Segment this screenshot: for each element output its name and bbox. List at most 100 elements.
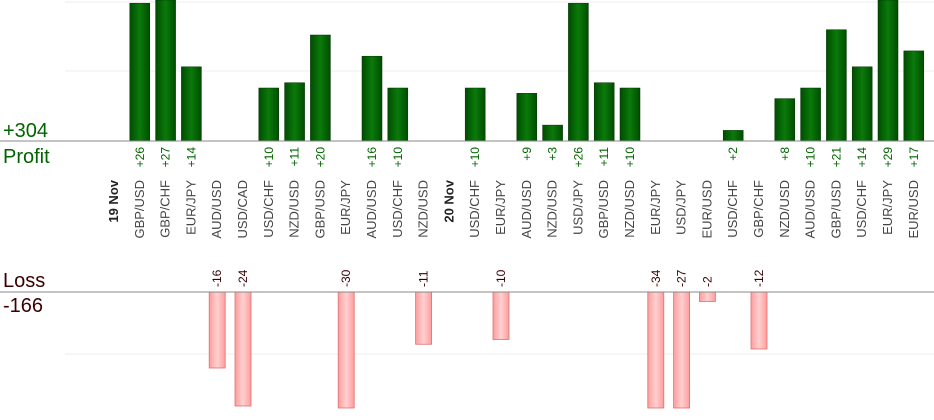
loss-bar — [415, 291, 433, 345]
loss-value-label: -10 — [494, 269, 508, 287]
profit-bar — [903, 50, 925, 142]
loss-value-label: -24 — [236, 269, 250, 287]
loss-bar — [234, 291, 252, 407]
profit-bar — [877, 0, 899, 142]
category-label: AUD/USD — [519, 180, 534, 239]
profit-bar — [464, 87, 486, 142]
category-label: EUR/JPY — [880, 180, 895, 235]
category-label: USD/CAD — [235, 180, 250, 239]
profit-bar — [593, 82, 615, 142]
profit-value-label: +27 — [159, 147, 173, 168]
profit-bars — [129, 0, 925, 142]
category-labels: 19 Nov GBP/USD GBP/CHF EUR/JPY AUD/USD USD/CA… — [106, 179, 921, 238]
profit-value-label: +26 — [571, 147, 585, 168]
profit-bar — [284, 82, 305, 142]
profit-value-label: +11 — [288, 147, 302, 167]
profit-value-label: +14 — [184, 147, 198, 168]
profit-value-label: +8 — [778, 147, 792, 161]
category-label: GBP/USD — [596, 180, 611, 239]
loss-value-label: -2 — [700, 276, 714, 287]
loss-value-labels: -16 -24 -30 -11 -10 -34 -27 -2 -12 — [210, 269, 766, 287]
profit-bar — [722, 130, 744, 142]
category-label: EUR/JPY — [183, 180, 198, 235]
profit-value-label: +2 — [726, 147, 740, 161]
category-label: USD/JPY — [674, 180, 689, 235]
category-label: NZD/USD — [287, 180, 302, 238]
category-label: GBP/CHF — [158, 180, 173, 238]
profit-bar — [774, 98, 796, 142]
profit-value-label: +26 — [133, 147, 147, 168]
profit-value-label: +20 — [313, 147, 327, 168]
loss-bar — [699, 291, 716, 302]
profit-bar — [826, 29, 847, 142]
category-label: USD/CHF — [390, 180, 405, 238]
category-label: AUD/USD — [209, 180, 224, 239]
profit-bar — [181, 66, 202, 142]
profit-bar — [542, 124, 563, 142]
profit-bar — [258, 87, 280, 142]
loss-bar — [492, 291, 510, 340]
category-label: GBP/USD — [132, 180, 147, 239]
loss-value-label: -30 — [339, 269, 353, 287]
profit-value-label: +10 — [623, 147, 637, 168]
category-label: NZD/USD — [622, 180, 637, 238]
profit-value-label: +21 — [829, 147, 843, 168]
category-label: NZD/USD — [777, 180, 792, 238]
profit-value-labels: +26 +27 +14 +10 +11 +20 +16 +10 +10 +9 +3 +26 +11 +10… — [133, 147, 921, 168]
category-label: EUR/JPY — [648, 180, 663, 235]
loss-bar — [673, 291, 690, 409]
category-label: EUR/USD — [699, 180, 714, 239]
category-label: EUR/JPY — [493, 180, 508, 235]
category-label: AUD/USD — [364, 180, 379, 239]
profit-bar — [129, 2, 151, 142]
category-label: GBP/CHF — [751, 180, 766, 238]
profit-label: Profit — [3, 146, 50, 168]
date-label: 19 Nov — [106, 179, 121, 222]
profit-bar — [800, 87, 821, 142]
profit-bar — [155, 0, 176, 142]
profit-value-label: +10 — [262, 147, 276, 168]
profit-value-label: +3 — [546, 147, 560, 161]
category-label: USD/JPY — [570, 180, 585, 235]
date-label: 20 Nov — [441, 179, 456, 222]
loss-bar — [337, 291, 355, 409]
profit-value-label: +29 — [881, 147, 895, 168]
category-label: NZD/USD — [416, 180, 431, 238]
loss-value-label: -11 — [417, 270, 431, 287]
profit-value-label: +9 — [520, 147, 534, 161]
category-label: NZD/USD — [545, 180, 560, 238]
profit-value-label: +17 — [907, 147, 921, 168]
category-label: GBP/USD — [312, 180, 327, 239]
loss-label: Loss — [3, 270, 45, 292]
category-label: USD/CHF — [725, 180, 740, 238]
loss-value-label: -34 — [649, 269, 663, 287]
category-label: AUD/USD — [803, 180, 818, 239]
category-label: USD/CHF — [261, 180, 276, 238]
profit-bar — [516, 93, 538, 142]
category-label: EUR/JPY — [338, 180, 353, 235]
profit-bar — [387, 87, 409, 142]
loss-total: -166 — [3, 295, 43, 317]
profit-bar — [619, 87, 641, 142]
category-label: USD/CHF — [854, 180, 869, 238]
loss-value-label: -16 — [210, 269, 224, 287]
profit-value-label: +10 — [391, 147, 405, 168]
profit-value-label: +11 — [597, 147, 611, 167]
category-label: USD/CHF — [467, 180, 482, 238]
loss-bar — [208, 291, 226, 369]
profit-value-label: +14 — [855, 147, 869, 168]
loss-bar — [750, 291, 768, 350]
category-label: GBP/USD — [828, 180, 843, 239]
profit-total: +304 — [3, 120, 48, 142]
profit-value-label: +10 — [468, 147, 482, 168]
profit-value-label: +10 — [804, 147, 818, 168]
profit-value-label: +16 — [365, 147, 379, 168]
loss-bars — [208, 291, 768, 409]
loss-value-label: -27 — [675, 269, 689, 287]
profit-bar — [851, 66, 873, 142]
profit-bar — [310, 34, 331, 142]
profit-bar — [568, 2, 589, 142]
loss-value-label: -12 — [752, 269, 766, 287]
profit-bar — [361, 55, 383, 142]
